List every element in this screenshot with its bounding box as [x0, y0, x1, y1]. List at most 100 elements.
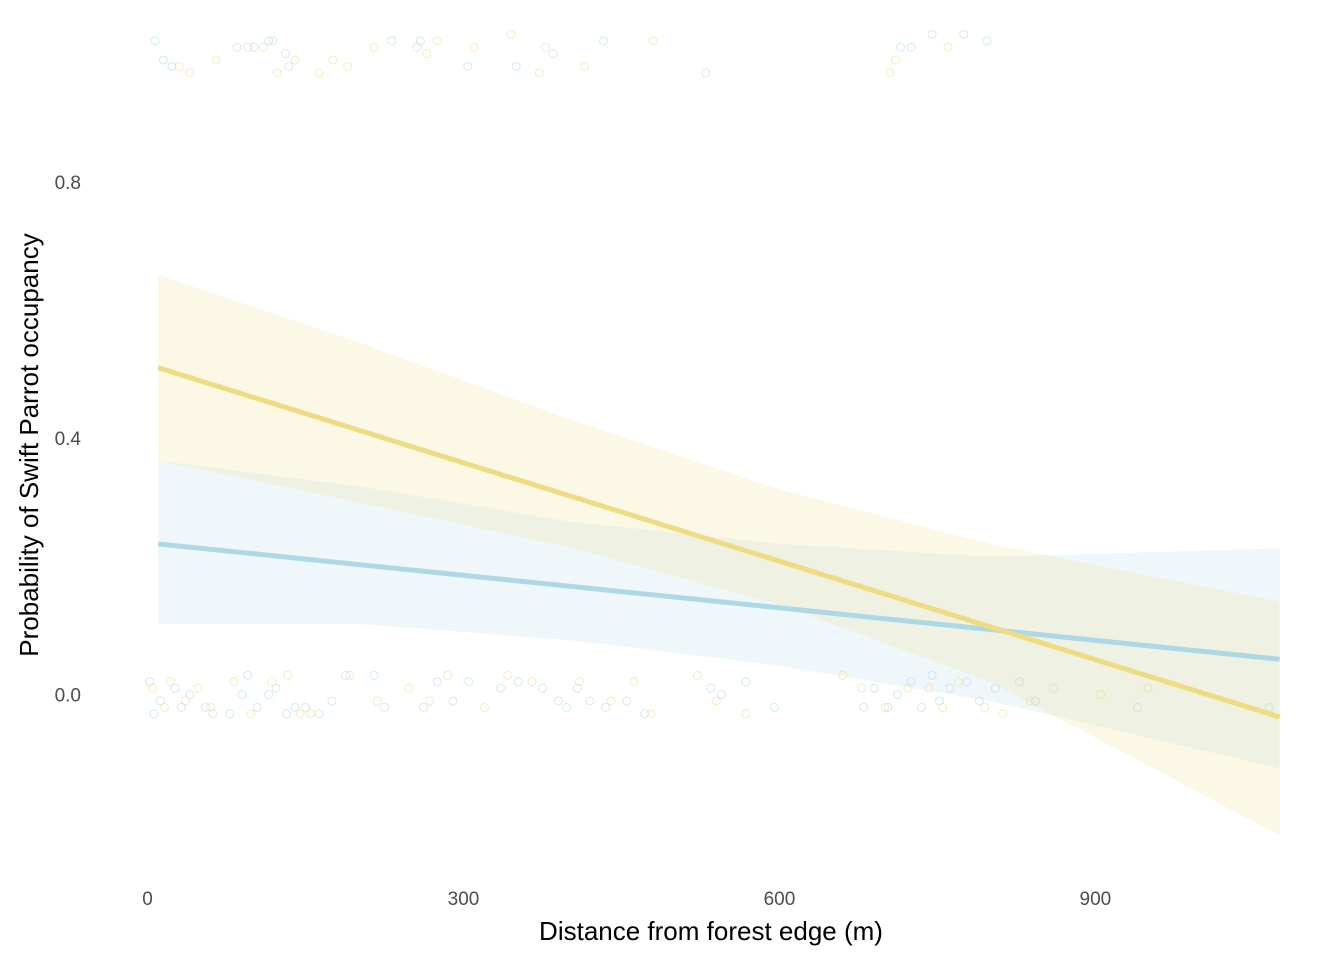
observation-point-absent: [769, 702, 779, 712]
observation-point-present: [264, 36, 274, 46]
observation-point-absent: [553, 696, 563, 706]
x-axis-tick-labels: 0 300 600 900: [142, 889, 1111, 910]
observation-point-present: [158, 55, 168, 65]
observation-point-absent: [314, 709, 324, 719]
observation-point-present: [211, 55, 221, 65]
observation-point-absent: [945, 683, 955, 693]
observation-point-present: [174, 61, 184, 71]
y-tick-label: 0.0: [55, 686, 81, 707]
observation-point-absent: [917, 702, 927, 712]
observation-point-absent: [892, 690, 902, 700]
observation-point-present: [328, 55, 338, 65]
observation-point-present: [885, 68, 895, 78]
observation-point-present: [249, 42, 259, 52]
x-tick-label: 600: [764, 889, 796, 910]
observation-point-absent: [869, 683, 879, 693]
observation-point-absent: [201, 702, 211, 712]
observation-point-present: [599, 36, 609, 46]
observation-point-present: [906, 42, 916, 52]
observation-point-absent: [229, 677, 239, 687]
observation-point-absent: [1133, 702, 1143, 712]
observation-point-absent: [903, 683, 913, 693]
observation-point-present: [422, 49, 432, 59]
observation-point-absent: [990, 683, 1000, 693]
observation-point-absent: [741, 709, 751, 719]
observation-point-present: [896, 42, 906, 52]
observation-point-absent: [149, 709, 159, 719]
observation-point-absent: [295, 709, 305, 719]
observation-point-absent: [938, 702, 948, 712]
observation-point-present: [167, 61, 177, 71]
observation-point-absent: [181, 696, 191, 706]
observation-point-present: [272, 68, 282, 78]
observation-point-present: [415, 36, 425, 46]
plot-panel: [145, 29, 1281, 836]
fit-line-2: [157, 365, 1281, 720]
observation-point-absent: [193, 683, 203, 693]
observation-point-absent: [953, 677, 963, 687]
observation-point-absent: [711, 696, 721, 706]
observation-point-present: [314, 68, 324, 78]
x-axis-title: Distance from forest edge (m): [539, 916, 883, 946]
confidence-bands: [158, 274, 1280, 836]
observation-point-absent: [341, 670, 351, 680]
observation-point-present: [243, 42, 253, 52]
observation-point-present: [258, 42, 268, 52]
observation-point-absent: [148, 683, 158, 693]
observation-point-absent: [717, 690, 727, 700]
observation-point-absent: [975, 696, 985, 706]
observation-point-absent: [1048, 683, 1058, 693]
observation-point-absent: [1015, 677, 1025, 687]
observation-point-absent: [980, 702, 990, 712]
observation-point-absent: [646, 709, 656, 719]
x-tick-label: 900: [1080, 889, 1112, 910]
observation-point-absent: [1143, 683, 1153, 693]
observation-point-absent: [1030, 696, 1040, 706]
observation-point-absent: [419, 702, 429, 712]
fit-line-1: [157, 541, 1280, 662]
observation-point-present: [290, 55, 300, 65]
observation-point-absent: [369, 670, 379, 680]
y-axis-tick-labels: 0.0 0.4 0.8: [55, 173, 82, 707]
observation-point-absent: [629, 677, 639, 687]
observation-point-absent: [246, 709, 256, 719]
observation-point-absent: [301, 702, 311, 712]
observation-point-absent: [271, 683, 281, 693]
observation-point-absent: [243, 670, 253, 680]
observation-point-absent: [267, 677, 277, 687]
observation-point-absent: [290, 702, 300, 712]
observation-point-absent: [601, 702, 611, 712]
fitted-lines: [157, 365, 1281, 720]
observation-point-absent: [380, 702, 390, 712]
observation-point-absent: [345, 670, 355, 680]
observation-point-present: [580, 61, 590, 71]
observation-point-absent: [166, 677, 176, 687]
observation-point-absent: [880, 702, 890, 712]
observation-point-absent: [432, 677, 442, 687]
observation-point-present: [927, 29, 937, 39]
observation-point-present: [943, 42, 953, 52]
observation-point-absent: [998, 709, 1008, 719]
observation-point-present: [185, 68, 195, 78]
observation-point-present: [232, 42, 242, 52]
observation-point-absent: [404, 683, 414, 693]
observation-point-absent: [206, 702, 216, 712]
observation-point-absent: [480, 702, 490, 712]
observation-point-absent: [622, 696, 632, 706]
observation-point-absent: [159, 702, 169, 712]
jittered-observations: [145, 29, 1274, 719]
observation-point-absent: [252, 702, 262, 712]
observation-point-absent: [513, 677, 523, 687]
observation-point-present: [648, 36, 658, 46]
observation-point-absent: [538, 683, 548, 693]
observation-point-present: [534, 68, 544, 78]
observation-point-absent: [741, 677, 751, 687]
observation-point-present: [511, 61, 521, 71]
observation-point-absent: [859, 702, 869, 712]
y-tick-label: 0.8: [55, 173, 81, 194]
observation-point-absent: [1096, 690, 1106, 700]
observation-point-absent: [237, 690, 247, 700]
observation-point-absent: [176, 702, 186, 712]
observation-point-absent: [495, 683, 505, 693]
observation-point-present: [387, 36, 397, 46]
